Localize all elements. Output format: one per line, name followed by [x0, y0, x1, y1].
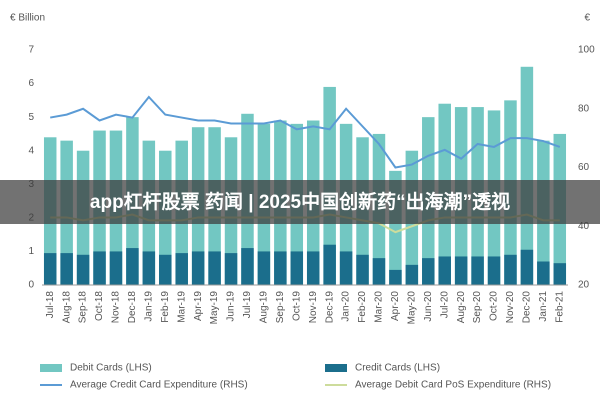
bar — [175, 253, 188, 285]
x-tick-label: Mar-20 — [374, 291, 385, 323]
bar — [520, 249, 534, 285]
legend-label: Credit Cards (LHS) — [355, 363, 440, 374]
legend-swatch — [325, 364, 347, 372]
y-tick-label: 6 — [28, 78, 34, 89]
bar — [520, 66, 534, 286]
x-tick-label: Apr-19 — [193, 291, 204, 321]
bar — [93, 251, 106, 285]
bar — [306, 251, 320, 285]
bar — [290, 251, 304, 285]
x-tick-label: Oct-18 — [94, 291, 105, 321]
bar — [471, 256, 484, 285]
x-tick-label: Mar-19 — [176, 291, 187, 323]
bar — [323, 244, 336, 285]
banner — [0, 180, 600, 224]
bar — [356, 254, 369, 285]
bar — [487, 256, 501, 285]
y-tick-label: 0 — [28, 280, 34, 291]
x-tick-label: Jul-19 — [242, 291, 253, 319]
x-tick-label: Oct-20 — [489, 291, 500, 321]
y2-unit: € — [584, 13, 590, 24]
bar — [438, 256, 451, 285]
x-tick-label: Dec-18 — [127, 291, 138, 324]
bar — [126, 248, 139, 285]
y-unit: € Billion — [10, 13, 45, 24]
x-tick-label: Jun-20 — [423, 291, 434, 322]
x-tick-label: Feb-19 — [160, 291, 171, 323]
bar — [257, 251, 271, 285]
banner-text: app杠杆股票 药闻 | 2025中国创新药“出海潮”透视 — [90, 190, 510, 213]
x-tick-label: Aug-20 — [456, 291, 467, 324]
bar — [208, 251, 221, 285]
x-tick-label: Jul-20 — [439, 291, 450, 319]
x-tick-label: May-19 — [209, 291, 220, 325]
x-tick-label: Nov-20 — [505, 291, 516, 324]
bar — [76, 254, 90, 285]
x-tick-label: Sep-19 — [275, 291, 286, 324]
bar — [389, 269, 402, 285]
x-tick-label: Apr-20 — [390, 291, 401, 321]
x-tick-label: Sep-18 — [78, 291, 89, 324]
y-tick-label: 7 — [28, 45, 34, 56]
x-tick-label: Jun-19 — [226, 291, 237, 322]
bar — [339, 251, 353, 285]
bar — [191, 251, 205, 285]
legend-label: Average Debit Card PoS Expenditure (RHS) — [355, 380, 551, 391]
x-tick-label: Jan-20 — [341, 291, 352, 322]
x-tick-label: Dec-19 — [324, 291, 335, 324]
y-tick-label: 1 — [28, 246, 34, 257]
x-tick-label: Aug-18 — [61, 291, 72, 324]
bar — [224, 253, 238, 285]
y2-tick-label: 20 — [578, 280, 590, 291]
bar — [274, 251, 287, 285]
bar — [454, 256, 468, 285]
x-tick-label: Nov-19 — [308, 291, 319, 324]
line — [50, 95, 561, 169]
bar — [241, 248, 254, 285]
y2-tick-label: 60 — [578, 162, 590, 173]
bar — [405, 264, 419, 285]
x-tick-label: Feb-20 — [357, 291, 368, 323]
bar — [142, 251, 156, 285]
x-tick-label: Oct-19 — [291, 291, 302, 321]
bar — [372, 258, 386, 285]
bar — [504, 254, 517, 285]
x-tick-label: Aug-19 — [259, 291, 270, 324]
x-tick-label: Jan-21 — [538, 291, 549, 322]
x-tick-label: May-20 — [406, 291, 417, 325]
y2-tick-label: 80 — [578, 103, 590, 114]
x-tick-label: Jan-19 — [143, 291, 154, 322]
bar — [43, 253, 57, 285]
bar — [422, 258, 435, 285]
x-tick-label: Feb-21 — [554, 291, 565, 323]
x-tick-label: Nov-18 — [111, 291, 122, 324]
bar — [159, 254, 172, 285]
bar — [537, 261, 550, 285]
legend-label: Average Credit Card Expenditure (RHS) — [70, 380, 248, 391]
legend-swatch — [40, 364, 62, 372]
bar — [109, 251, 123, 285]
y2-tick-label: 100 — [578, 45, 595, 56]
y-tick-label: 4 — [28, 145, 34, 156]
x-tick-label: Dec-20 — [522, 291, 533, 324]
bar — [60, 253, 73, 285]
bar — [553, 263, 567, 285]
y2-tick-label: 40 — [578, 221, 590, 232]
x-tick-label: Jul-18 — [45, 291, 56, 319]
y-tick-label: 5 — [28, 112, 34, 123]
x-tick-label: Sep-20 — [472, 291, 483, 324]
legend-label: Debit Cards (LHS) — [70, 363, 152, 374]
